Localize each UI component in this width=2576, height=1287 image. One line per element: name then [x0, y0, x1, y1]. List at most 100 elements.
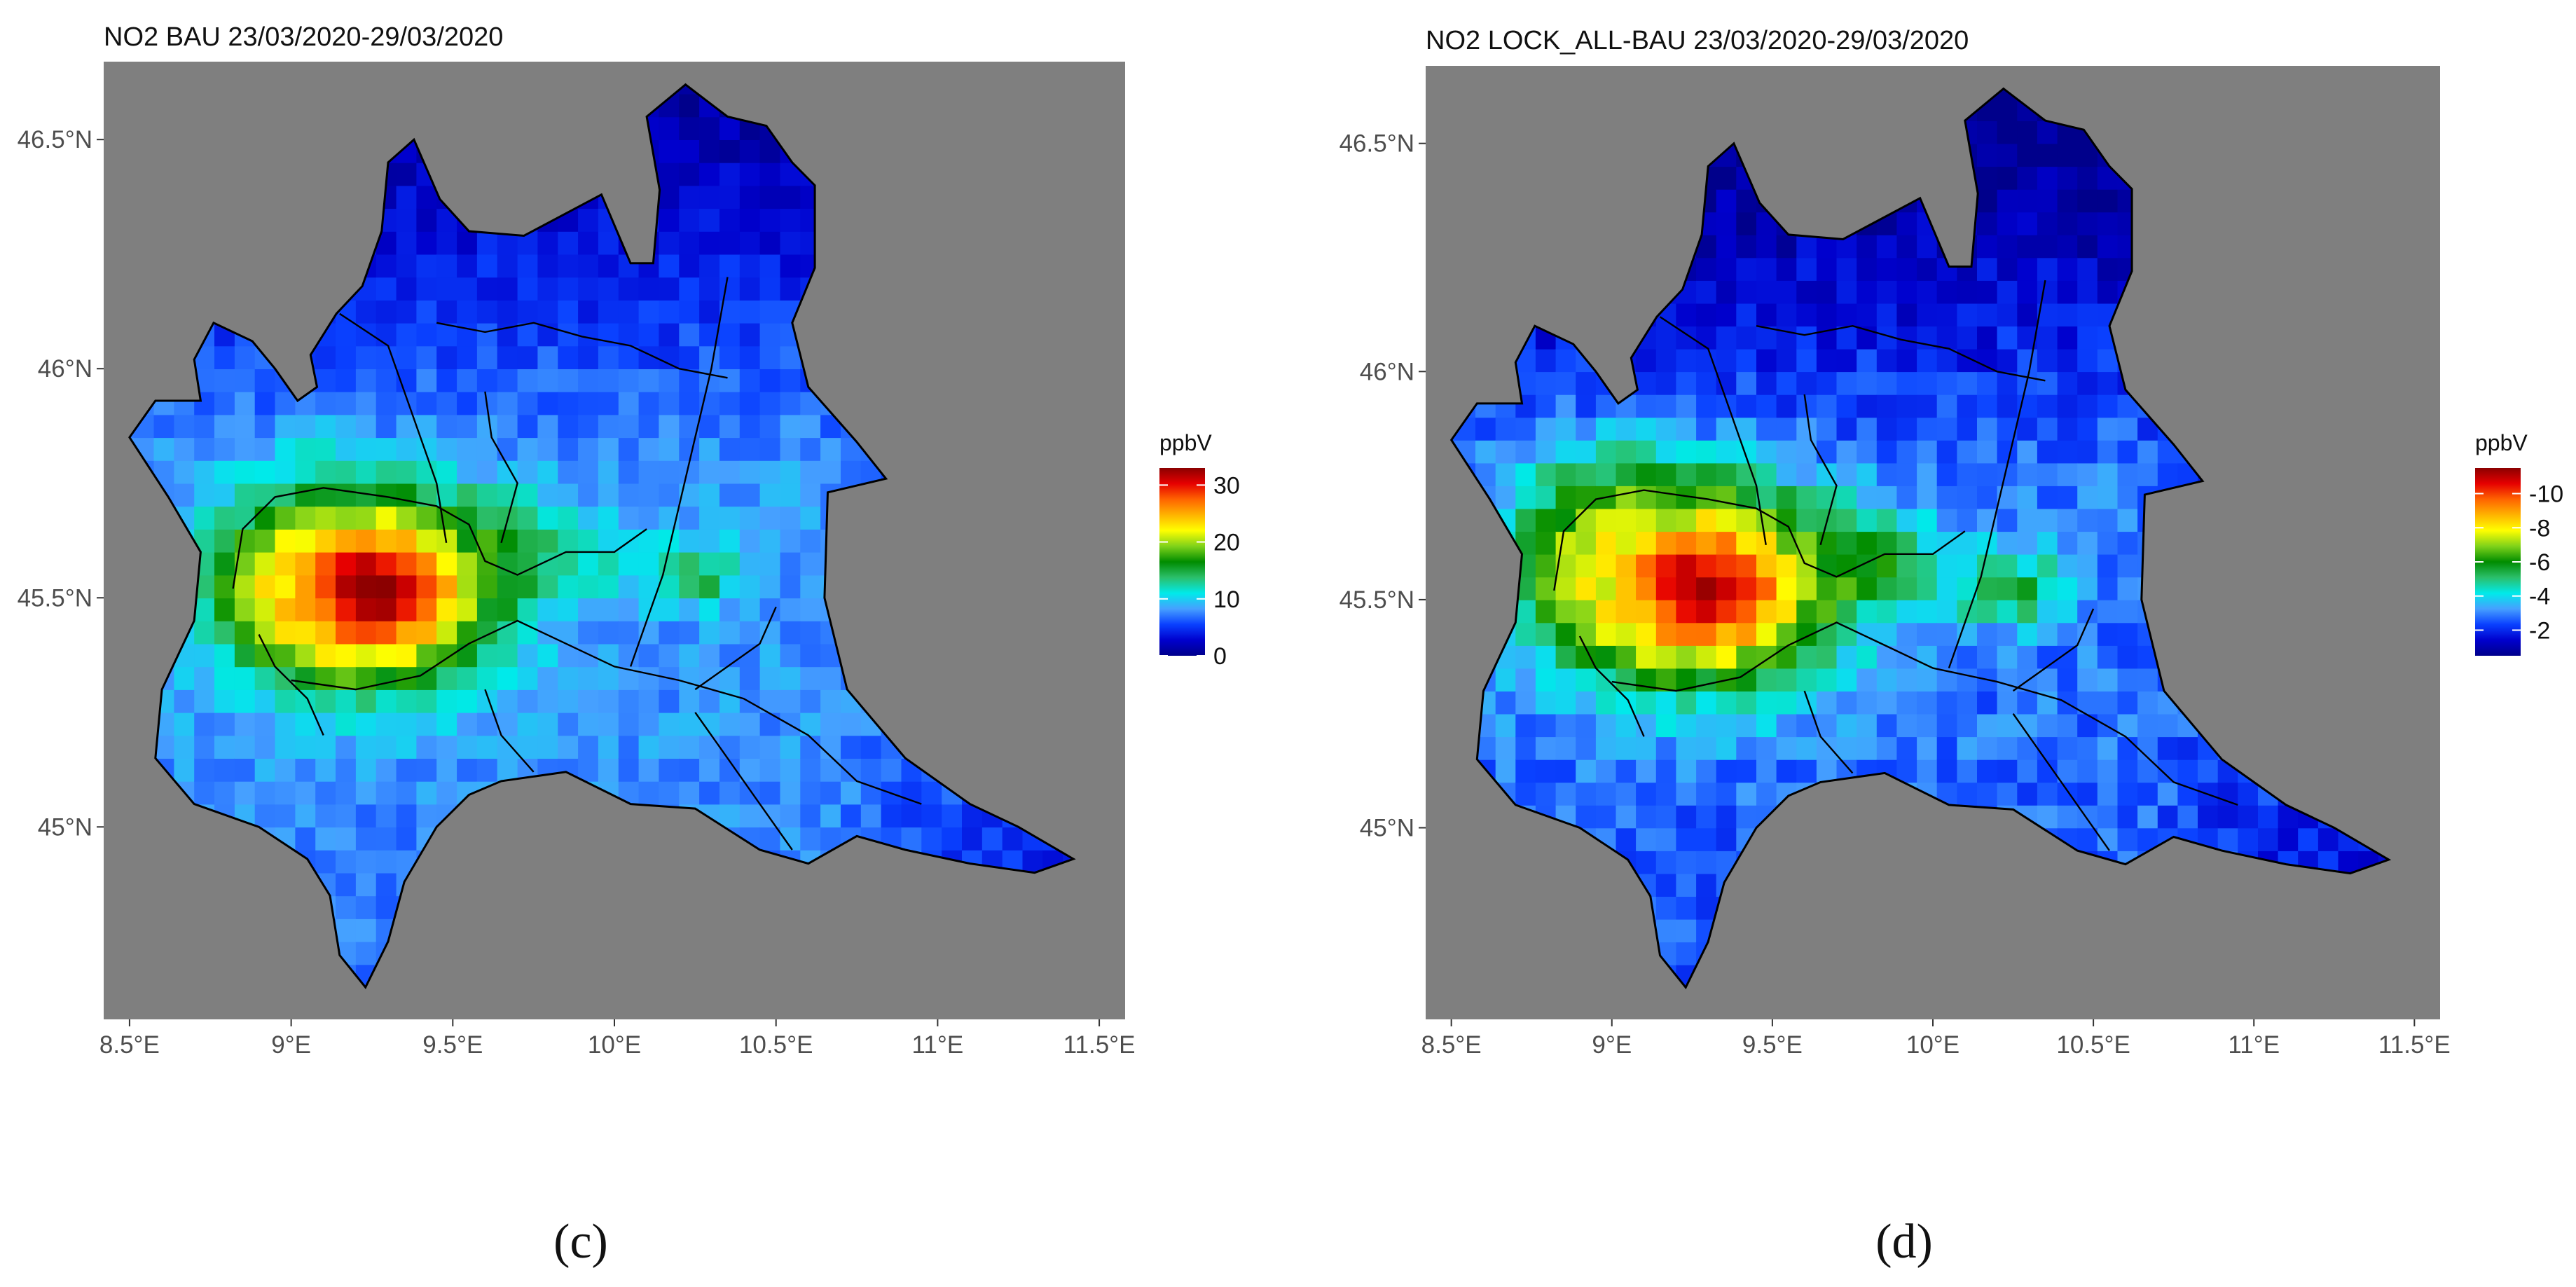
heatmap-cell	[1857, 348, 1878, 373]
heatmap-cell	[1696, 440, 1717, 464]
heatmap-cell	[457, 369, 478, 392]
legend-title: ppbV	[2475, 430, 2528, 455]
heatmap-cell	[1716, 188, 1737, 213]
heatmap-cell	[295, 758, 316, 782]
heatmap-cell	[1696, 280, 1717, 304]
heatmap-cell	[1555, 440, 1576, 464]
heatmap-cell	[1876, 508, 1898, 532]
heatmap-cell	[2097, 212, 2119, 235]
heatmap-cell	[1655, 577, 1677, 600]
heatmap-cell	[1616, 713, 1637, 738]
heatmap-cell	[234, 574, 256, 599]
heatmap-cell	[295, 551, 316, 576]
heatmap-cell	[376, 551, 397, 576]
heatmap-cell	[497, 414, 518, 439]
heatmap-cell	[1836, 508, 1857, 532]
heatmap-cell	[679, 666, 700, 690]
heatmap-cell	[2017, 691, 2038, 715]
heatmap-cell	[1595, 508, 1617, 532]
heatmap-cell	[841, 25, 862, 48]
heatmap-cell	[355, 804, 377, 828]
heatmap-cell	[578, 689, 599, 713]
heatmap-cell	[2177, 759, 2198, 783]
heatmap-cell	[1776, 736, 1797, 760]
heatmap-cell	[2057, 804, 2078, 829]
heatmap-cell	[1515, 782, 1536, 806]
heatmap-cell	[780, 804, 801, 828]
heatmap-cell	[2177, 782, 2198, 806]
heatmap-cell	[1997, 29, 2018, 53]
heatmap-cell	[1716, 713, 1737, 738]
heatmap-cell	[497, 758, 518, 782]
heatmap-cell	[1696, 873, 1717, 897]
heatmap-cell	[800, 551, 821, 576]
heatmap-cell	[254, 391, 276, 415]
heatmap-cell	[598, 277, 619, 301]
heatmap-cell	[1676, 827, 1697, 851]
heatmap-cell	[376, 621, 397, 645]
heatmap-cell	[618, 689, 640, 713]
heatmap-cell	[1636, 553, 1657, 578]
heatmap-cell	[2077, 280, 2098, 304]
heatmap-cell	[476, 231, 498, 255]
heatmap-cell	[355, 689, 377, 713]
heatmap-cell	[1977, 326, 1998, 350]
heatmap-cell	[719, 414, 741, 439]
heatmap-cell	[1676, 873, 1697, 897]
heatmap-cell	[699, 116, 720, 140]
heatmap-cell	[1957, 759, 1978, 783]
heatmap-cell	[1676, 713, 1697, 738]
heatmap-cell	[457, 231, 478, 255]
heatmap-cell	[598, 391, 619, 415]
heatmap-cell	[780, 369, 801, 392]
heatmap-cell	[1616, 827, 1637, 851]
heatmap-cell	[558, 574, 579, 599]
heatmap-cell	[1676, 896, 1697, 920]
heatmap-cell	[659, 598, 680, 621]
heatmap-cell	[396, 804, 418, 828]
heatmap-cell	[1836, 736, 1857, 760]
heatmap-cell	[336, 780, 357, 805]
heatmap-cell	[537, 712, 558, 736]
heatmap-cell	[2097, 577, 2119, 600]
heatmap-cell	[2037, 462, 2058, 486]
heatmap-cell	[659, 483, 680, 507]
heatmap-cell	[1936, 417, 1958, 441]
heatmap-cell	[618, 277, 640, 301]
heatmap-cell	[214, 598, 235, 621]
heatmap-cell	[1736, 394, 1757, 418]
heatmap-cell	[275, 551, 296, 576]
heatmap-cell	[739, 689, 761, 713]
heatmap-cell	[315, 643, 336, 668]
heatmap-cell	[1836, 531, 1857, 555]
heatmap-cell	[2117, 827, 2138, 851]
heatmap-cell	[457, 551, 478, 576]
heatmap-cell	[780, 666, 801, 690]
heatmap-cell	[1836, 462, 1857, 486]
heatmap-cell	[2097, 599, 2119, 624]
heatmap-cell	[1716, 326, 1737, 350]
heatmap-cell	[1756, 531, 1777, 555]
heatmap-cell	[1796, 417, 1817, 441]
heatmap-cell	[1816, 394, 1838, 418]
province-border	[1659, 316, 1767, 545]
heatmap-cell	[234, 414, 256, 439]
heatmap-cell	[638, 666, 660, 690]
heatmap-cell	[194, 414, 215, 439]
heatmap-cell	[1876, 645, 1898, 669]
heatmap-cell	[1655, 553, 1677, 578]
heatmap-cell	[2218, 29, 2238, 53]
heatmap-cell	[1796, 462, 1817, 486]
heatmap-cell	[517, 551, 539, 576]
heatmap-cell	[1836, 486, 1857, 509]
heatmap-cell	[2037, 531, 2058, 555]
heatmap-cell	[396, 574, 418, 599]
heatmap-cell	[2137, 759, 2158, 783]
heatmap-cell	[679, 185, 700, 209]
heatmap-cell	[2298, 827, 2319, 851]
heatmap-cell	[1936, 348, 1958, 373]
heatmap-cell	[2017, 577, 2038, 600]
heatmap-cell	[2097, 348, 2119, 373]
heatmap-cell	[1917, 486, 1938, 509]
heatmap-cell	[1957, 440, 1978, 464]
